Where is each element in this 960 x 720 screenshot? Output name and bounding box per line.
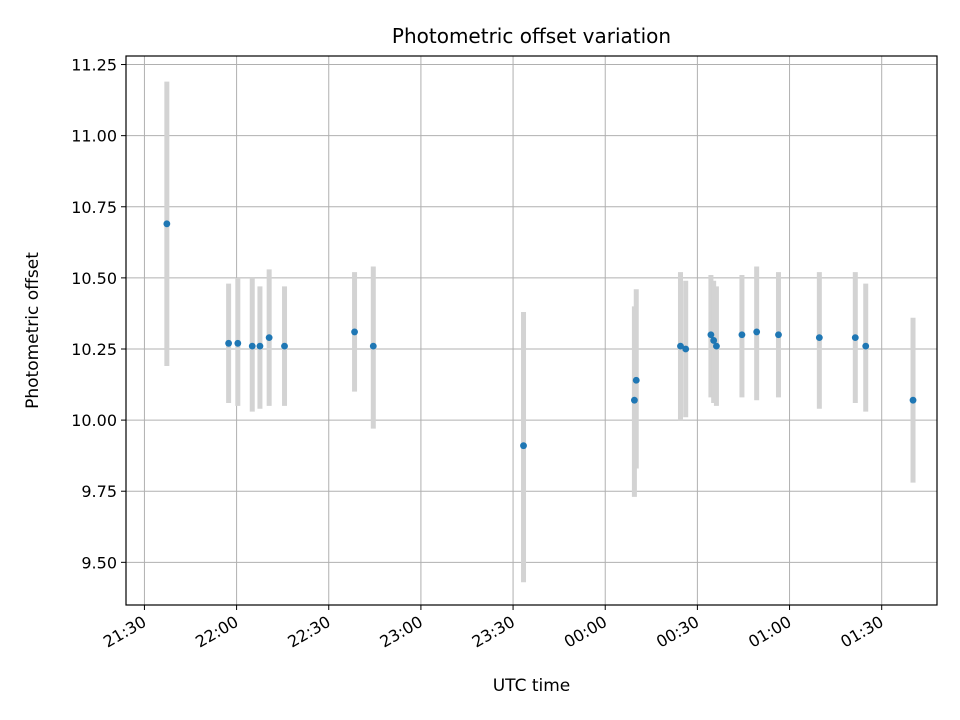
chart-title: Photometric offset variation — [392, 24, 671, 48]
data-point — [281, 342, 288, 350]
data-point — [682, 345, 690, 353]
data-point — [710, 337, 718, 344]
data-point — [862, 342, 870, 350]
data-point — [234, 339, 242, 347]
data-point — [265, 334, 273, 342]
y-tick-label: 10.50 — [71, 269, 117, 288]
data-point — [163, 220, 171, 228]
data-point — [753, 328, 761, 336]
data-point — [631, 396, 638, 404]
data-point — [909, 396, 917, 404]
y-axis-label: Photometric offset — [23, 252, 43, 409]
data-point — [256, 342, 264, 350]
data-point — [248, 342, 256, 350]
data-point — [851, 334, 859, 342]
y-tick-label: 10.00 — [71, 411, 117, 430]
data-points — [163, 220, 917, 450]
data-point — [225, 339, 233, 347]
data-point — [738, 331, 746, 339]
y-tick-label: 9.75 — [81, 482, 117, 501]
data-point — [520, 442, 527, 450]
y-tick-label: 10.25 — [71, 340, 117, 359]
x-axis-label: UTC time — [493, 676, 571, 696]
data-point — [369, 342, 377, 350]
y-tick-label: 11.00 — [71, 127, 117, 146]
y-tick-label: 10.75 — [71, 198, 117, 217]
data-point — [775, 331, 782, 339]
y-tick-label: 9.50 — [81, 553, 117, 572]
y-axis: 9.50 9.75 10.00 10.25 10.50 10.75 11.00 11.25 — [71, 56, 126, 572]
plot-frame — [125, 55, 938, 606]
y-tick-label: 11.25 — [71, 56, 117, 75]
data-point — [677, 342, 684, 350]
data-point — [351, 328, 358, 336]
data-point — [815, 334, 823, 342]
data-point — [707, 331, 715, 339]
data-point — [713, 342, 720, 350]
data-point — [632, 376, 640, 384]
